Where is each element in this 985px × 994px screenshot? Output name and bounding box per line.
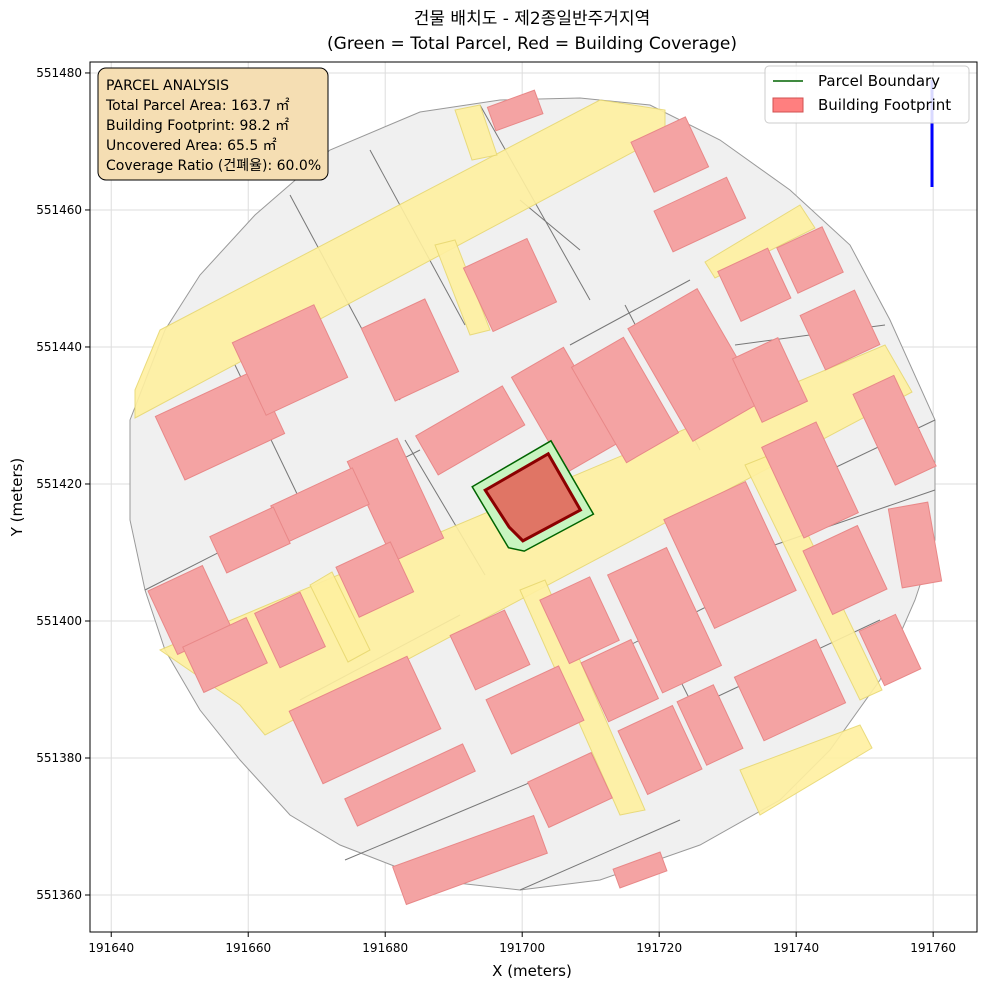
annotation: PARCEL ANALYSIS Total Parcel Area: 163.7 …: [97, 67, 329, 181]
x-axis-label: X (meters): [492, 962, 572, 980]
y-tick-label: 551480: [36, 66, 82, 80]
y-tick-label: 551400: [36, 614, 82, 628]
legend-box: [764, 65, 970, 124]
x-tick-label: 191660: [225, 941, 271, 955]
x-tick-label: 191760: [910, 941, 956, 955]
legend-swatch: [772, 97, 804, 113]
y-tick-label: 551460: [36, 203, 82, 217]
x-tick-label: 191740: [773, 941, 819, 955]
annotation-line: Coverage Ratio (건폐율): 60.0%: [106, 158, 321, 174]
y-tick-label: 551420: [36, 477, 82, 491]
buildings: [147, 89, 943, 906]
legend-label: Building Footprint: [818, 96, 951, 114]
annotation-line: Total Parcel Area: 163.7 ㎡: [105, 98, 290, 114]
basemap: [129, 80, 943, 906]
x-tick-label: 191720: [636, 941, 682, 955]
chart-subtitle: (Green = Total Parcel, Red = Building Co…: [327, 34, 737, 54]
annotation-line: Uncovered Area: 65.5 ㎡: [106, 138, 277, 154]
annotation-line: Building Footprint: 98.2 ㎡: [106, 118, 289, 134]
x-tick-label: 191700: [499, 941, 545, 955]
building-polygon: [483, 451, 583, 543]
annotation-line: PARCEL ANALYSIS: [106, 78, 229, 94]
x-tick-label: 191640: [88, 941, 134, 955]
legend: Parcel Boundary Building Footprint: [764, 65, 970, 124]
parcel: [471, 439, 595, 552]
chart-title: 건물 배치도 - 제2종일반주거지역: [414, 9, 650, 29]
y-tick-label: 551360: [36, 888, 82, 902]
annotation-box: [97, 67, 329, 181]
y-axis-label: Y (meters): [8, 458, 26, 538]
plot-frame: [89, 61, 978, 933]
x-tick-label: 191680: [362, 941, 408, 955]
y-tick-label: 551440: [36, 340, 82, 354]
y-tick-label: 551380: [36, 751, 82, 765]
legend-label: Parcel Boundary: [818, 72, 940, 90]
